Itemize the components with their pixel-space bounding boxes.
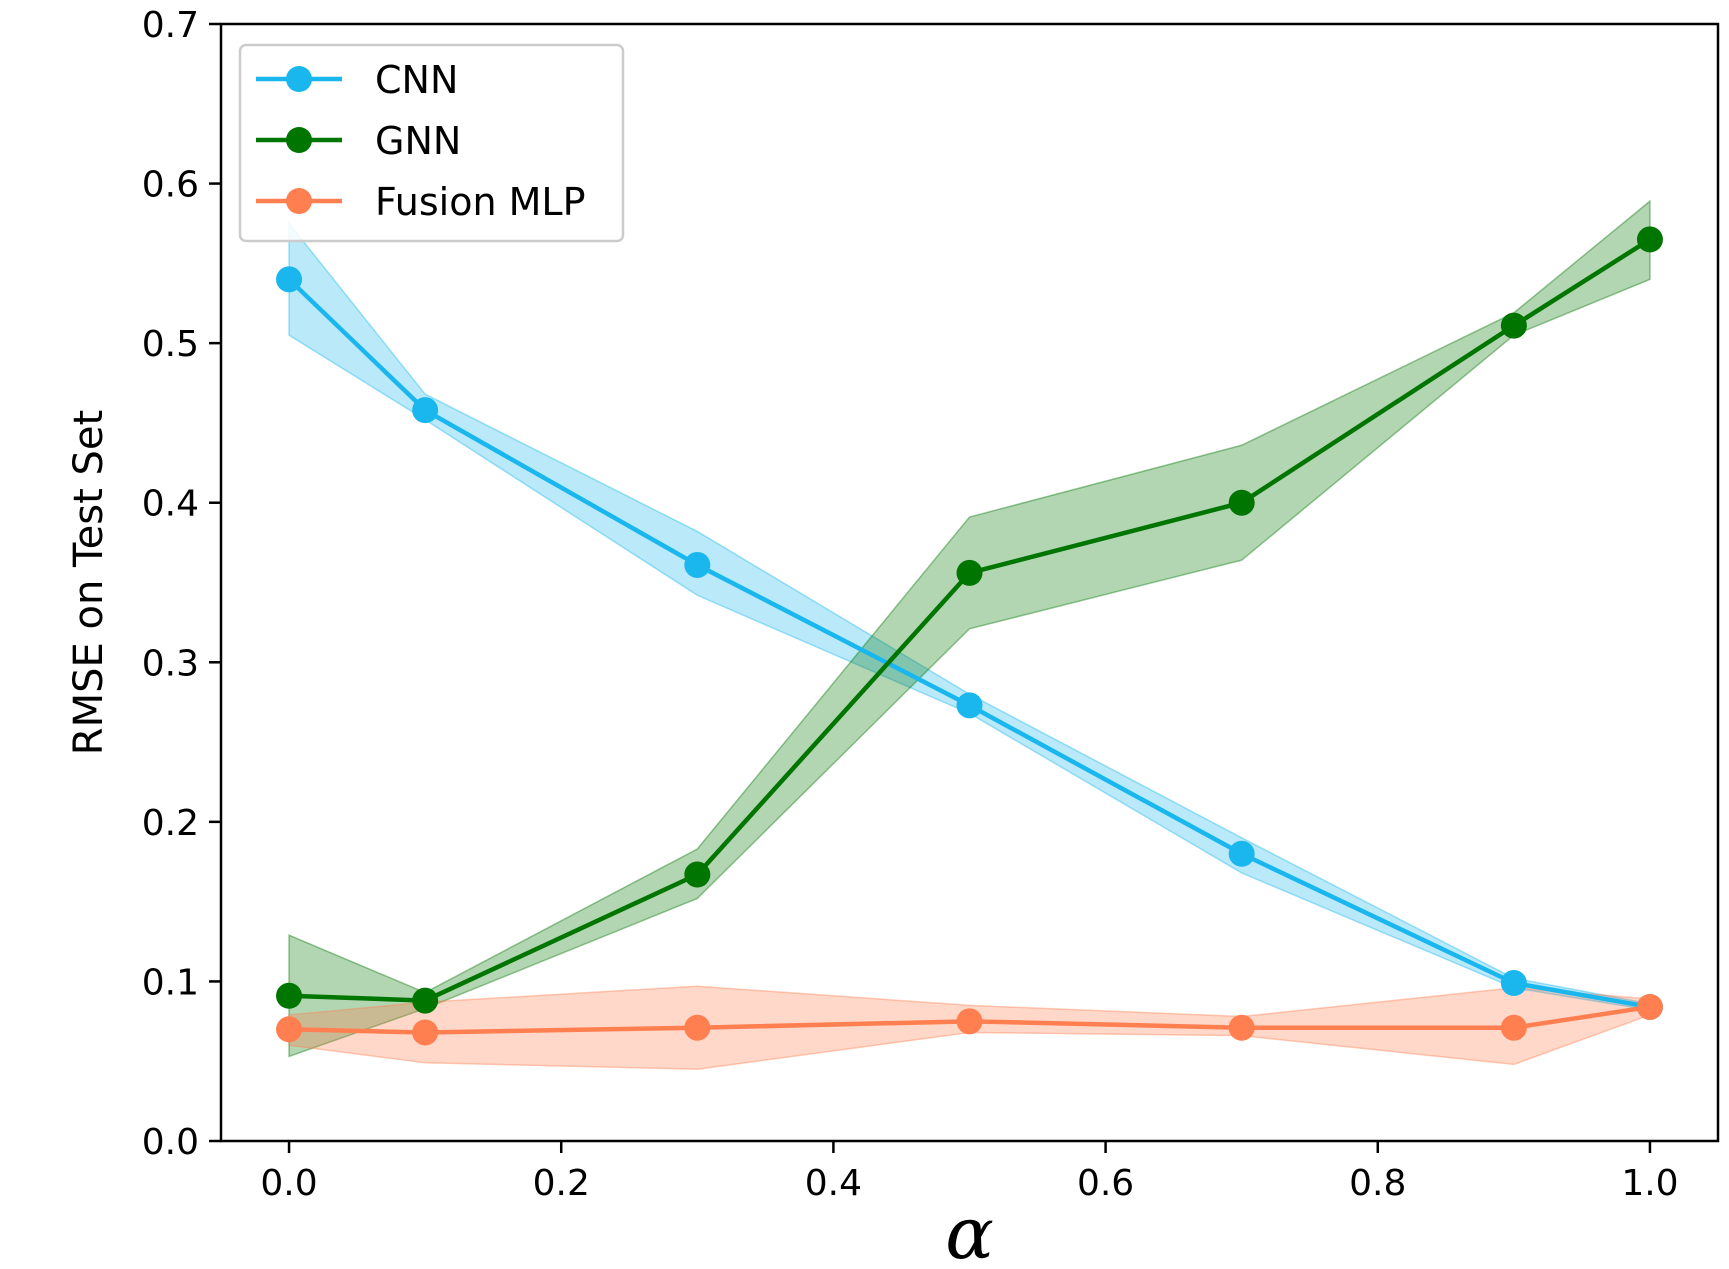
- plot-frame: [219, 22, 1720, 1143]
- point-fusion-mlp: [1500, 1014, 1527, 1041]
- x-tick-label: 0.6: [1077, 1163, 1134, 1204]
- y-tick-label: 0.5: [142, 324, 199, 365]
- band-gnn: [288, 199, 1651, 1058]
- point-gnn: [1636, 226, 1663, 253]
- legend-label-fusion-mlp: Fusion MLP: [375, 180, 586, 224]
- point-gnn: [1228, 489, 1255, 516]
- legend-marker-fusion-mlp: [286, 188, 312, 214]
- point-cnn: [276, 266, 303, 293]
- point-gnn: [1500, 312, 1527, 339]
- point-gnn: [684, 861, 711, 888]
- y-tick-label: 0.1: [142, 962, 199, 1003]
- point-gnn: [276, 982, 303, 1009]
- point-fusion-mlp: [412, 1019, 439, 1046]
- series-markers: [276, 226, 1663, 1046]
- point-cnn: [1500, 970, 1527, 997]
- legend-label-gnn: GNN: [375, 119, 461, 163]
- x-tick-label: 0.2: [533, 1163, 590, 1204]
- x-axis-label: α: [945, 1191, 994, 1269]
- y-tick-label: 0.0: [142, 1122, 199, 1163]
- confidence-bands: [288, 199, 1651, 1070]
- y-tick-label: 0.6: [142, 165, 199, 206]
- legend-marker-gnn: [286, 127, 312, 153]
- y-tick-label: 0.7: [142, 5, 199, 46]
- point-cnn: [684, 551, 711, 578]
- legend-marker-cnn: [286, 66, 312, 92]
- x-axis-ticks: 0.0 0.2 0.4 0.6 0.8 1.0: [260, 1141, 1679, 1204]
- point-fusion-mlp: [1636, 993, 1663, 1020]
- x-tick-label: 1.0: [1621, 1163, 1678, 1204]
- legend-label-cnn: CNN: [375, 58, 458, 102]
- point-cnn: [412, 397, 439, 424]
- x-tick-label: 0.8: [1349, 1163, 1406, 1204]
- point-cnn: [1228, 840, 1255, 867]
- point-fusion-mlp: [276, 1016, 303, 1043]
- point-cnn: [956, 692, 983, 719]
- point-fusion-mlp: [1228, 1014, 1255, 1041]
- x-tick-label: 0.0: [260, 1163, 317, 1204]
- point-fusion-mlp: [956, 1008, 983, 1035]
- legend-box: [238, 43, 625, 243]
- y-axis-ticks: 0.0 0.1 0.2 0.3 0.4 0.5 0.6 0.7: [142, 5, 221, 1163]
- x-tick-label: 0.4: [805, 1163, 862, 1204]
- point-gnn: [412, 987, 439, 1014]
- y-axis-label: RMSE on Test Set: [66, 410, 112, 755]
- point-fusion-mlp: [684, 1014, 711, 1041]
- y-tick-label: 0.2: [142, 803, 199, 844]
- y-tick-label: 0.3: [142, 643, 199, 684]
- point-gnn: [956, 559, 983, 586]
- legend: CNN GNN Fusion MLP: [238, 43, 625, 243]
- y-tick-label: 0.4: [142, 484, 199, 525]
